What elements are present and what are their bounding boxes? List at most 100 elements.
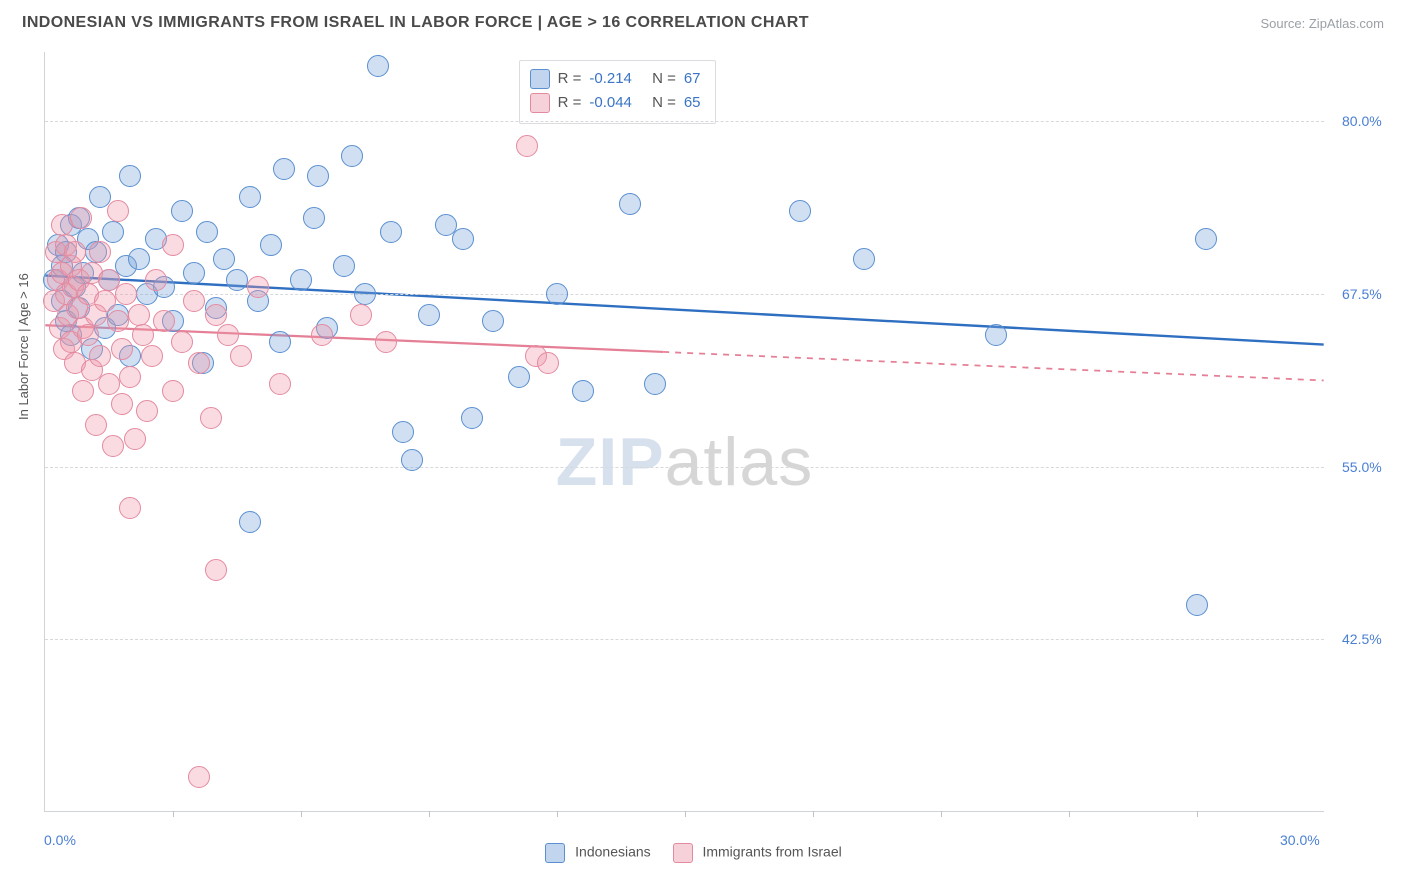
x-tick-mark — [557, 811, 558, 817]
scatter-point — [85, 414, 107, 436]
scatter-point — [354, 283, 376, 305]
correlation-stats-box: R = -0.214 N = 67 R = -0.044 N = 65 — [519, 60, 716, 124]
x-tick-mark — [429, 811, 430, 817]
scatter-point — [141, 345, 163, 367]
gridline — [45, 467, 1324, 468]
gridline — [45, 639, 1324, 640]
legend-label-pink: Immigrants from Israel — [702, 844, 841, 860]
scatter-point — [619, 193, 641, 215]
scatter-point — [230, 345, 252, 367]
scatter-chart: ZIPatlas R = -0.214 N = 67 R = -0.044 N … — [44, 52, 1324, 812]
scatter-point — [162, 234, 184, 256]
scatter-point — [183, 262, 205, 284]
n-label: N = — [652, 67, 676, 91]
scatter-point — [136, 400, 158, 422]
y-tick-label: 80.0% — [1342, 113, 1394, 129]
scatter-point — [132, 324, 154, 346]
legend-swatch-blue — [545, 843, 565, 863]
scatter-point — [205, 304, 227, 326]
swatch-blue — [530, 69, 550, 89]
r-label: R = — [558, 91, 582, 115]
scatter-point — [111, 393, 133, 415]
scatter-point — [102, 221, 124, 243]
scatter-point — [269, 373, 291, 395]
scatter-point — [452, 228, 474, 250]
scatter-point — [196, 221, 218, 243]
source-label: Source: — [1260, 16, 1308, 31]
x-tick-mark — [1197, 811, 1198, 817]
scatter-point — [273, 158, 295, 180]
scatter-point — [145, 269, 167, 291]
scatter-point — [375, 331, 397, 353]
scatter-point — [124, 428, 146, 450]
y-tick-label: 67.5% — [1342, 286, 1394, 302]
scatter-point — [70, 207, 92, 229]
n-value-pink: 65 — [684, 91, 701, 115]
scatter-point — [119, 366, 141, 388]
scatter-point — [213, 248, 235, 270]
scatter-point — [418, 304, 440, 326]
scatter-point — [128, 248, 150, 270]
scatter-point — [269, 331, 291, 353]
chart-title: INDONESIAN VS IMMIGRANTS FROM ISRAEL IN … — [22, 14, 809, 32]
scatter-point — [247, 276, 269, 298]
r-label: R = — [558, 67, 582, 91]
scatter-point — [162, 380, 184, 402]
regression-lines — [45, 52, 1324, 811]
scatter-point — [985, 324, 1007, 346]
n-value-blue: 67 — [684, 67, 701, 91]
y-tick-label: 55.0% — [1342, 459, 1394, 475]
scatter-point — [128, 304, 150, 326]
scatter-point — [188, 352, 210, 374]
gridline — [45, 121, 1324, 122]
x-tick-mark — [685, 811, 686, 817]
scatter-point — [183, 290, 205, 312]
scatter-point — [401, 449, 423, 471]
scatter-point — [200, 407, 222, 429]
scatter-point — [546, 283, 568, 305]
watermark-zip: ZIP — [556, 424, 665, 500]
x-tick-mark — [173, 811, 174, 817]
scatter-point — [311, 324, 333, 346]
scatter-point — [1186, 594, 1208, 616]
scatter-point — [508, 366, 530, 388]
r-value-blue: -0.214 — [589, 67, 632, 91]
scatter-point — [72, 380, 94, 402]
stats-row-pink: R = -0.044 N = 65 — [530, 91, 701, 115]
scatter-point — [115, 283, 137, 305]
scatter-point — [853, 248, 875, 270]
scatter-point — [77, 324, 99, 346]
x-tick-mark — [941, 811, 942, 817]
r-value-pink: -0.044 — [589, 91, 632, 115]
scatter-point — [392, 421, 414, 443]
watermark: ZIPatlas — [556, 423, 813, 501]
scatter-point — [789, 200, 811, 222]
scatter-point — [350, 304, 372, 326]
scatter-point — [217, 324, 239, 346]
legend-swatch-pink — [673, 843, 693, 863]
scatter-point — [260, 234, 282, 256]
scatter-point — [102, 435, 124, 457]
scatter-point — [89, 345, 111, 367]
scatter-point — [239, 511, 261, 533]
scatter-point — [205, 559, 227, 581]
scatter-point — [537, 352, 559, 374]
y-axis-label: In Labor Force | Age > 16 — [16, 273, 31, 420]
n-label: N = — [652, 91, 676, 115]
scatter-point — [380, 221, 402, 243]
x-tick-label: 0.0% — [44, 832, 76, 848]
scatter-point — [119, 497, 141, 519]
x-tick-mark — [1069, 811, 1070, 817]
scatter-point — [516, 135, 538, 157]
y-tick-label: 42.5% — [1342, 631, 1394, 647]
gridline — [45, 294, 1324, 295]
scatter-point — [1195, 228, 1217, 250]
scatter-point — [111, 338, 133, 360]
watermark-atlas: atlas — [665, 424, 814, 500]
scatter-point — [89, 241, 111, 263]
scatter-point — [153, 310, 175, 332]
scatter-point — [171, 331, 193, 353]
scatter-point — [572, 380, 594, 402]
source-name: ZipAtlas.com — [1309, 16, 1384, 31]
scatter-point — [644, 373, 666, 395]
